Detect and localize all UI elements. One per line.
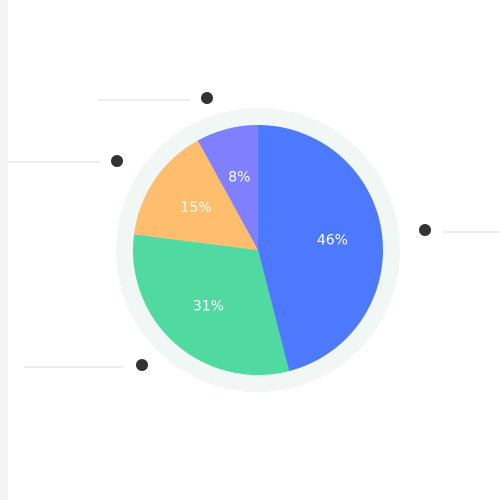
pie-slice: [133, 140, 258, 250]
left-edge-strip: [0, 0, 8, 500]
legend-marker-dot: [419, 224, 431, 236]
legend-leader-lower-left: [24, 359, 148, 371]
pie-slice: [258, 125, 384, 372]
pie-slice-label: 15%: [180, 200, 211, 216]
pie-slice-labels: 46% 31% 15% 8%: [180, 169, 348, 314]
pie-slice-label: 46%: [317, 233, 348, 249]
pie-slice-label: 31%: [193, 298, 224, 314]
pie-slice-label: 8%: [228, 169, 250, 185]
legend-marker-dot: [111, 155, 123, 167]
pie-slice: [132, 234, 290, 375]
legend-leader-top: [98, 92, 213, 104]
legend-leader-upper-left: [8, 155, 123, 167]
legend-marker-dot: [201, 92, 213, 104]
pie-slice: [197, 125, 258, 250]
legend-marker-dot: [136, 359, 148, 371]
legend-leaders: [8, 92, 500, 371]
legend-leader-right: [419, 224, 500, 236]
pie-slices: [132, 125, 384, 375]
